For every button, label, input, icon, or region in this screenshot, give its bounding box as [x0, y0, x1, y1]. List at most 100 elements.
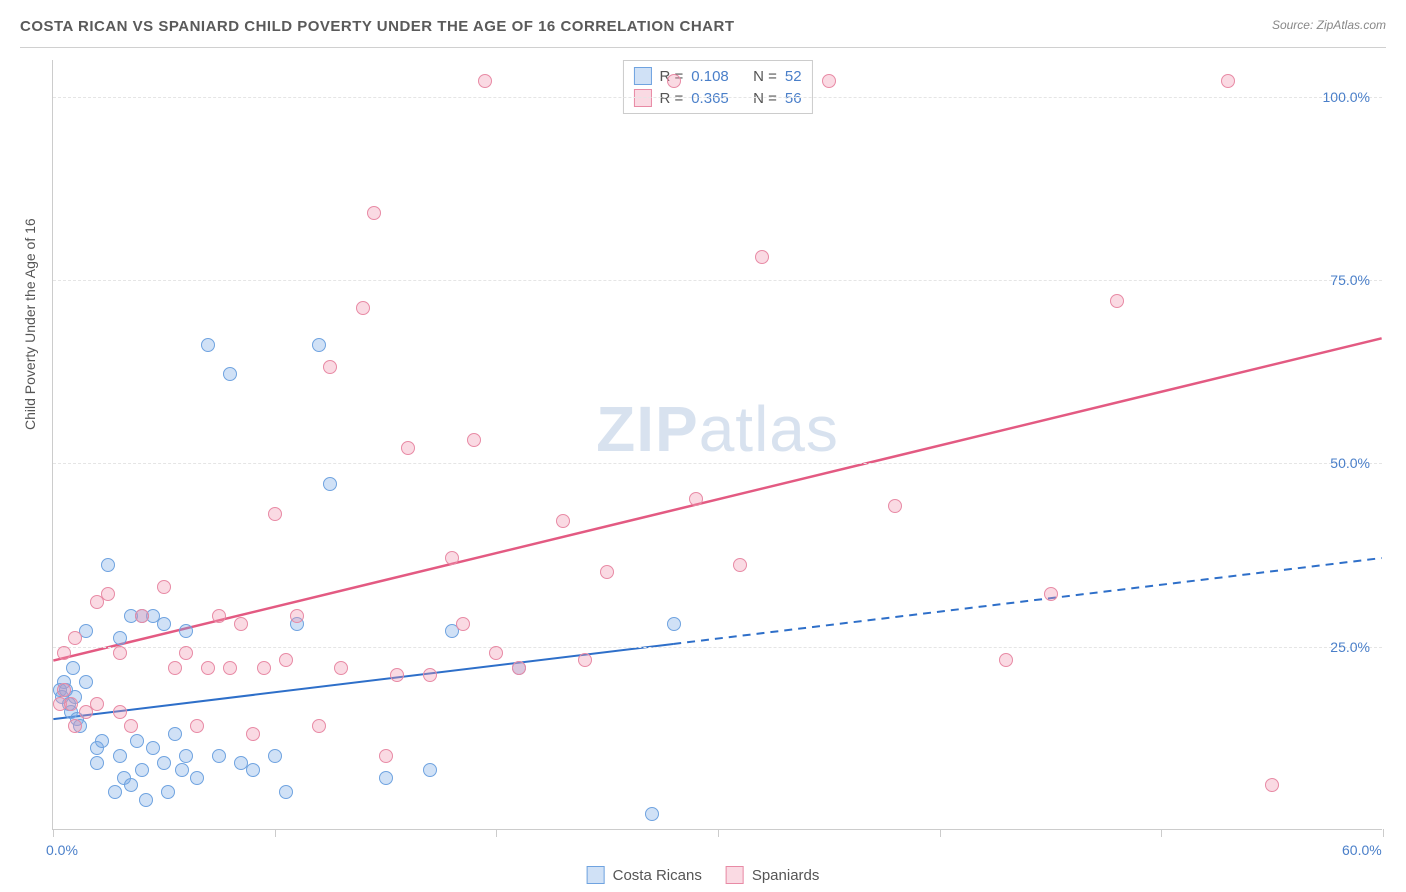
data-point [323, 477, 337, 491]
data-point [201, 338, 215, 352]
x-tick [718, 829, 719, 837]
x-tick [1383, 829, 1384, 837]
data-point [201, 661, 215, 675]
data-point [90, 697, 104, 711]
data-point [489, 646, 503, 660]
data-point [290, 609, 304, 623]
data-point [113, 705, 127, 719]
data-point [66, 661, 80, 675]
plot-area: ZIPatlas R = 0.108 N = 52 R = 0.365 N = … [52, 60, 1382, 830]
data-point [367, 206, 381, 220]
data-point [90, 756, 104, 770]
data-point [356, 301, 370, 315]
data-point [600, 565, 614, 579]
y-tick-label: 25.0% [1330, 639, 1370, 655]
data-point [512, 661, 526, 675]
legend-item-costa-ricans: Costa Ricans [587, 866, 702, 884]
title-bar: COSTA RICAN VS SPANIARD CHILD POVERTY UN… [20, 18, 1386, 48]
stats-row-costa-ricans: R = 0.108 N = 52 [633, 65, 801, 87]
data-point [168, 727, 182, 741]
n-value-costa-ricans: 52 [785, 68, 802, 85]
data-point [755, 250, 769, 264]
trend-lines [53, 60, 1382, 829]
data-point [157, 580, 171, 594]
r-value-costa-ricans: 0.108 [691, 68, 729, 85]
data-point [257, 661, 271, 675]
data-point [175, 763, 189, 777]
x-tick [53, 829, 54, 837]
data-point [246, 727, 260, 741]
data-point [279, 653, 293, 667]
data-point [113, 749, 127, 763]
n-value-spaniards: 56 [785, 90, 802, 107]
data-point [1110, 294, 1124, 308]
data-point [234, 617, 248, 631]
stats-legend: R = 0.108 N = 52 R = 0.365 N = 56 [622, 60, 812, 114]
data-point [667, 74, 681, 88]
legend-swatch-spaniards [726, 866, 744, 884]
legend-item-spaniards: Spaniards [726, 866, 820, 884]
bottom-legend: Costa Ricans Spaniards [587, 866, 820, 884]
data-point [423, 763, 437, 777]
data-point [323, 360, 337, 374]
gridline [53, 97, 1382, 98]
data-point [467, 433, 481, 447]
data-point [478, 74, 492, 88]
chart-container: COSTA RICAN VS SPANIARD CHILD POVERTY UN… [0, 0, 1406, 892]
data-point [401, 441, 415, 455]
data-point [135, 763, 149, 777]
data-point [212, 609, 226, 623]
y-tick-label: 100.0% [1323, 89, 1370, 105]
data-point [888, 499, 902, 513]
data-point [161, 785, 175, 799]
data-point [456, 617, 470, 631]
data-point [146, 741, 160, 755]
data-point [268, 507, 282, 521]
data-point [822, 74, 836, 88]
data-point [1044, 587, 1058, 601]
data-point [168, 661, 182, 675]
data-point [334, 661, 348, 675]
data-point [312, 719, 326, 733]
r-value-spaniards: 0.365 [691, 90, 729, 107]
data-point [135, 609, 149, 623]
data-point [578, 653, 592, 667]
data-point [223, 367, 237, 381]
y-axis-label: Child Poverty Under the Age of 16 [22, 218, 38, 430]
data-point [556, 514, 570, 528]
data-point [312, 338, 326, 352]
data-point [68, 719, 82, 733]
data-point [113, 646, 127, 660]
data-point [124, 778, 138, 792]
data-point [130, 734, 144, 748]
data-point [645, 807, 659, 821]
data-point [733, 558, 747, 572]
data-point [212, 749, 226, 763]
data-point [124, 719, 138, 733]
stats-row-spaniards: R = 0.365 N = 56 [633, 87, 801, 109]
data-point [139, 793, 153, 807]
gridline [53, 463, 1382, 464]
data-point [390, 668, 404, 682]
data-point [190, 719, 204, 733]
data-point [57, 646, 71, 660]
data-point [64, 697, 78, 711]
data-point [179, 646, 193, 660]
x-tick [496, 829, 497, 837]
data-point [57, 683, 71, 697]
source-label: Source: ZipAtlas.com [1272, 18, 1386, 32]
data-point [179, 749, 193, 763]
data-point [279, 785, 293, 799]
data-point [999, 653, 1013, 667]
data-point [423, 668, 437, 682]
x-tick [940, 829, 941, 837]
x-tick [1161, 829, 1162, 837]
data-point [1265, 778, 1279, 792]
data-point [108, 785, 122, 799]
data-point [246, 763, 260, 777]
x-tick [275, 829, 276, 837]
data-point [79, 675, 93, 689]
swatch-costa-ricans [633, 67, 651, 85]
x-tick-label: 60.0% [1342, 842, 1382, 858]
data-point [190, 771, 204, 785]
